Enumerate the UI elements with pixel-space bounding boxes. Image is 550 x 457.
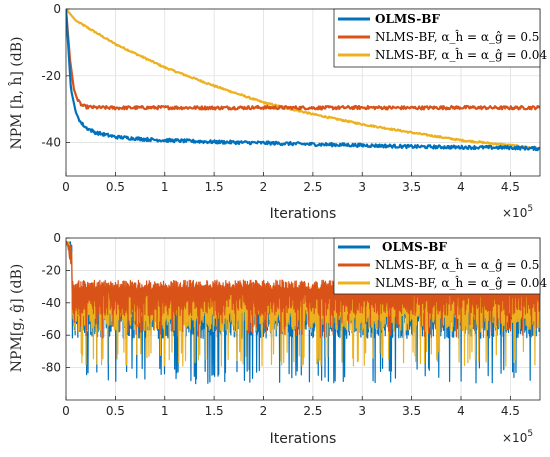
top-x-tick-label: 4.5: [501, 180, 520, 194]
top-y-tick-label: -20: [41, 69, 61, 83]
top-series: [66, 9, 540, 152]
bottom-x-tick-label: 0: [62, 404, 70, 418]
bottom-x-tick-label: 0.5: [106, 404, 125, 418]
top-legend-label-nlms-05: NLMS-BF, α_ĥ = α_ĝ = 0.5: [375, 29, 539, 44]
bottom-y-tick-label: -20: [41, 263, 61, 277]
bottom-x-tick-label: 3: [358, 404, 366, 418]
bottom-x-tick-label: 4.5: [501, 404, 520, 418]
bottom-y-tick-label: -60: [41, 328, 61, 342]
top-panel: 0 0.5 1 1.5 2 2.5 3 3.5 4 4.5 0-20-40 Iterations …: [7, 2, 547, 222]
bottom-x-tick-label: 3.5: [402, 404, 421, 418]
bottom-y-tick-labels: 0 -20 -40 -60 -80: [41, 231, 61, 375]
bottom-legend-label-olms: OLMS-BF: [382, 240, 447, 254]
bottom-x-tick-label: 1: [161, 404, 169, 418]
top-series-line-2: [66, 9, 540, 151]
top-axes-box: [65, 8, 541, 177]
top-x-tick-label: 1: [161, 180, 169, 194]
bottom-legend-label-nlms-004: NLMS-BF, α_ĥ = α_ĝ = 0.04: [375, 275, 547, 290]
top-x-tick-label: 2.5: [303, 180, 322, 194]
top-x-tick-label: 0.5: [106, 180, 125, 194]
bottom-x-axis-label: Iterations: [270, 431, 337, 447]
top-y-tick-label: 0: [53, 2, 61, 16]
top-x-tick-label: 0: [62, 180, 70, 194]
bottom-y-tick-label: 0: [53, 231, 61, 245]
top-y-tick-label: -40: [41, 136, 61, 150]
top-x-tick-label: 4: [457, 180, 465, 194]
bottom-x-exponent: ×105: [502, 429, 533, 445]
bottom-x-tick-label: 4: [457, 404, 465, 418]
bottom-y-tick-label: -80: [41, 361, 61, 375]
bottom-x-tick-labels: 0 0.5 1 1.5 2 2.5 3 3.5 4 4.5: [62, 404, 520, 418]
top-legend-label-nlms-004: NLMS-BF, α_ĥ = α_ĝ = 0.04: [375, 47, 547, 62]
top-x-exponent: ×105: [502, 204, 533, 220]
bottom-y-tick-label: -40: [41, 296, 61, 310]
top-x-axis-label: Iterations: [270, 206, 337, 222]
bottom-series: [66, 240, 540, 385]
top-x-tick-labels: 0 0.5 1 1.5 2 2.5 3 3.5 4 4.5: [62, 180, 520, 194]
top-y-axis-label: NPM [h, ĥ] (dB): [7, 37, 25, 150]
top-x-tick-label: 1.5: [205, 180, 224, 194]
bottom-x-tick-label: 2: [260, 404, 268, 418]
top-x-tick-label: 2: [260, 180, 268, 194]
bottom-legend: OLMS-BF NLMS-BF, α_ĥ = α_ĝ = 0.5 NLMS-BF…: [333, 237, 547, 295]
bottom-legend-label-nlms-05: NLMS-BF, α_ĥ = α_ĝ = 0.5: [375, 257, 539, 272]
top-x-tick-label: 3.5: [402, 180, 421, 194]
bottom-x-tick-label: 1.5: [205, 404, 224, 418]
top-legend-label-olms: OLMS-BF: [375, 12, 440, 26]
top-series-line-1: [66, 9, 540, 111]
top-y-tick-labels: 0 -20 -40: [41, 2, 61, 150]
bottom-axes-box: [65, 237, 541, 401]
bottom-series-line-1: [66, 240, 540, 339]
top-series-line-0: [66, 9, 540, 152]
bottom-y-axis-label: NPM[g, ĝ] (dB): [8, 264, 25, 372]
top-legend: OLMS-BF NLMS-BF, α_ĥ = α_ĝ = 0.5 NLMS-BF…: [333, 8, 547, 68]
bottom-x-tick-label: 2.5: [303, 404, 322, 418]
top-x-tick-label: 3: [358, 180, 366, 194]
bottom-panel: 0 0.5 1 1.5 2 2.5 3 3.5 4 4.5 0 -20 -40 -60 -80 Itera…: [8, 231, 547, 447]
